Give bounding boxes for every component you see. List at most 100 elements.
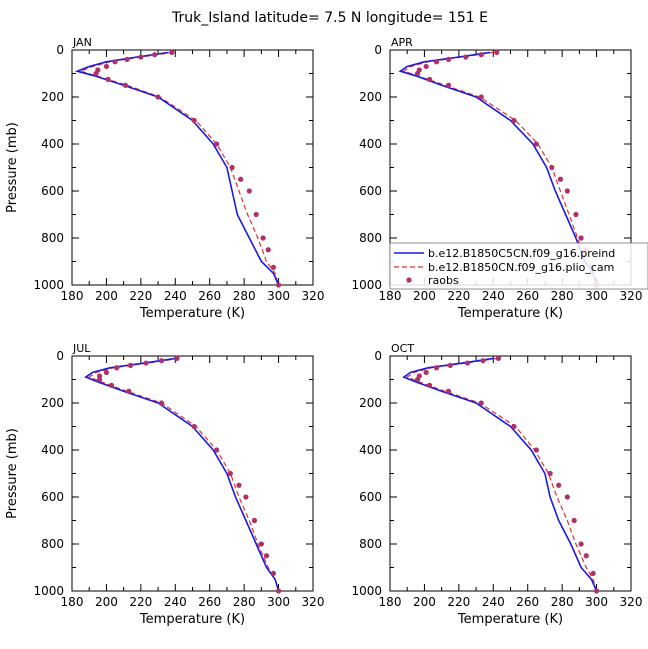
x-tick-label: 180	[379, 289, 402, 303]
y-tick-label: 0	[56, 43, 64, 57]
raobs-point	[126, 388, 132, 394]
y-tick-label: 1000	[351, 278, 382, 292]
raobs-point	[152, 52, 158, 58]
y-tick-label: 400	[41, 137, 64, 151]
raobs-point	[122, 82, 128, 88]
raobs-point	[426, 76, 433, 82]
series-line-preind	[84, 357, 280, 592]
x-axis-title: Temperature (K)	[139, 306, 245, 321]
x-tick-label: 280	[551, 595, 574, 609]
raobs-point	[253, 211, 259, 218]
raobs-point	[275, 282, 282, 288]
series-line-preind	[74, 51, 280, 286]
x-tick-label: 260	[516, 595, 539, 609]
raobs-point	[93, 70, 99, 77]
raobs-point	[214, 447, 220, 453]
raobs-point	[593, 588, 600, 594]
raobs-point	[511, 423, 517, 430]
series-line-plio	[87, 357, 280, 592]
raobs-point	[423, 369, 429, 376]
x-tick-label: 300	[267, 595, 290, 609]
plot-frame	[71, 49, 314, 286]
y-tick-label: 200	[359, 396, 382, 410]
x-tick-label: 300	[267, 289, 290, 303]
raobs-point	[103, 369, 110, 376]
raobs-point	[105, 76, 111, 82]
raobs-point	[112, 59, 118, 65]
legend-swatch-raobs	[406, 277, 412, 283]
x-tick-label: 200	[95, 595, 118, 609]
raobs-point	[227, 470, 233, 477]
raobs-point	[556, 482, 562, 488]
y-tick-label: 400	[359, 137, 382, 151]
x-tick-label: 240	[164, 595, 187, 609]
raobs-point	[96, 376, 103, 383]
raobs-point	[127, 362, 134, 368]
legend: b.e12.B1850C5CN.f09_g16.preindb.e12.B185…	[389, 242, 648, 290]
raobs-point	[169, 49, 175, 55]
y-tick-label: 800	[359, 231, 382, 245]
panel-jul: 180 200 220 240 260 280 300 320 0 200 400 600 800 100…	[5, 342, 324, 627]
x-tick-label: 300	[585, 595, 608, 609]
raobs-point	[549, 164, 555, 171]
raobs-point	[191, 117, 197, 124]
raobs-point	[155, 94, 161, 100]
raobs-point	[114, 365, 120, 371]
x-tick-label: 260	[198, 595, 221, 609]
y-tick-label: 200	[41, 90, 64, 104]
raobs-point	[258, 541, 264, 547]
x-tick-label: 240	[164, 289, 187, 303]
raobs-point	[495, 355, 502, 361]
raobs-point	[480, 358, 486, 364]
panel-oct: 180 200 220 240 260 280 300 320 0 200 400 600 800 100…	[351, 342, 642, 627]
panel-label: OCT	[391, 342, 414, 355]
raobs-point	[564, 188, 570, 194]
y-tick-label: 600	[359, 490, 382, 504]
raobs-point	[103, 63, 110, 70]
raobs-point	[414, 376, 421, 383]
x-tick-label: 240	[482, 595, 505, 609]
x-tick-label: 300	[585, 289, 608, 303]
y-tick-label: 800	[359, 537, 382, 551]
raobs-point	[433, 59, 440, 65]
raobs-point	[251, 517, 258, 524]
raobs-point	[447, 362, 453, 368]
legend-box	[389, 242, 648, 290]
raobs-point	[270, 264, 277, 270]
x-axis-title: Temperature (K)	[457, 306, 563, 321]
raobs-point	[270, 570, 277, 576]
panel-label: JUL	[72, 342, 91, 355]
raobs-point	[511, 117, 517, 124]
y-tick-label: 1000	[33, 278, 64, 292]
y-tick-label: 1000	[33, 584, 64, 598]
x-tick-label: 180	[61, 289, 84, 303]
y-tick-label: 0	[374, 43, 382, 57]
raobs-point	[478, 400, 484, 406]
series-line-plio	[78, 51, 280, 286]
x-tick-label: 220	[447, 289, 470, 303]
x-axis-title: Temperature (K)	[457, 612, 563, 627]
raobs-point	[124, 56, 130, 63]
x-tick-label: 220	[447, 595, 470, 609]
raobs-point	[236, 482, 242, 488]
raobs-point	[547, 470, 553, 477]
raobs-point	[494, 49, 500, 55]
raobs-point	[533, 447, 539, 453]
y-tick-label: 600	[359, 184, 382, 198]
raobs-point	[265, 247, 271, 253]
y-tick-label: 800	[41, 537, 64, 551]
raobs-point	[564, 494, 570, 500]
x-tick-label: 280	[233, 289, 256, 303]
panel-label: APR	[391, 36, 413, 49]
raobs-point	[478, 94, 484, 100]
raobs-point	[445, 82, 452, 88]
y-tick-label: 600	[41, 490, 64, 504]
raobs-point	[108, 382, 115, 388]
raobs-point	[464, 360, 471, 366]
raobs-point	[138, 54, 144, 60]
raobs-point	[571, 517, 577, 524]
raobs-point	[583, 553, 589, 559]
raobs-point	[578, 235, 584, 241]
x-tick-label: 200	[413, 595, 436, 609]
